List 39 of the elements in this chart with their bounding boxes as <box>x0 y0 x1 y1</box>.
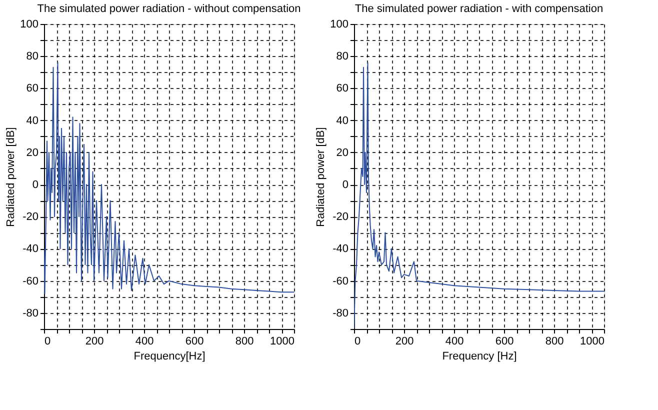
y-axis-title: Radiated power [dB] <box>5 127 18 227</box>
x-tick-label: 1000 <box>580 336 604 348</box>
y-tick-label: -80 <box>22 307 38 320</box>
y-tick-label: -20 <box>22 211 38 224</box>
y-tick-label: -40 <box>22 243 38 256</box>
y-tick-label: 100 <box>330 18 348 30</box>
y-tick-label: -80 <box>332 307 348 320</box>
y-tick-label: 20 <box>26 146 38 159</box>
x-tick-label: 600 <box>495 336 514 348</box>
y-tick-label: 100 <box>20 18 38 30</box>
x-axis-title: Frequency[Hz] <box>134 350 206 362</box>
y-axis-title: Radiated power [dB] <box>315 127 328 227</box>
y-tick-label: 80 <box>336 50 348 63</box>
x-tick-label: 800 <box>235 336 254 348</box>
y-tick-label: 40 <box>336 114 348 127</box>
x-axis-title: Frequency [Hz] <box>442 350 517 362</box>
x-tick-label: 200 <box>395 336 414 348</box>
x-tick-label: 1000 <box>270 336 294 348</box>
y-tick-label: 60 <box>26 82 38 95</box>
x-tick-label: 400 <box>445 336 464 348</box>
y-tick-label: 0 <box>342 179 348 192</box>
x-tick-label: 200 <box>85 336 104 348</box>
x-tick-label: 0 <box>44 336 51 348</box>
x-tick-label: 800 <box>545 336 564 348</box>
chart-title: The simulated power radiation - without compensation <box>37 3 301 15</box>
y-tick-label: -40 <box>332 243 348 256</box>
x-tick-label: 400 <box>135 336 154 348</box>
y-tick-label: 20 <box>336 146 348 159</box>
y-tick-label: -60 <box>22 275 38 288</box>
y-tick-label: -20 <box>332 211 348 224</box>
line-series <box>44 62 294 294</box>
chart-title: The simulated power radiation - with compensation <box>354 3 604 15</box>
y-tick-label: -60 <box>332 275 348 288</box>
y-tick-label: 40 <box>26 114 38 127</box>
x-tick-label: 0 <box>354 336 361 348</box>
y-tick-label: 60 <box>336 82 348 95</box>
y-tick-label: 0 <box>32 179 38 192</box>
x-tick-label: 600 <box>185 336 204 348</box>
y-tick-label: 80 <box>26 50 38 63</box>
